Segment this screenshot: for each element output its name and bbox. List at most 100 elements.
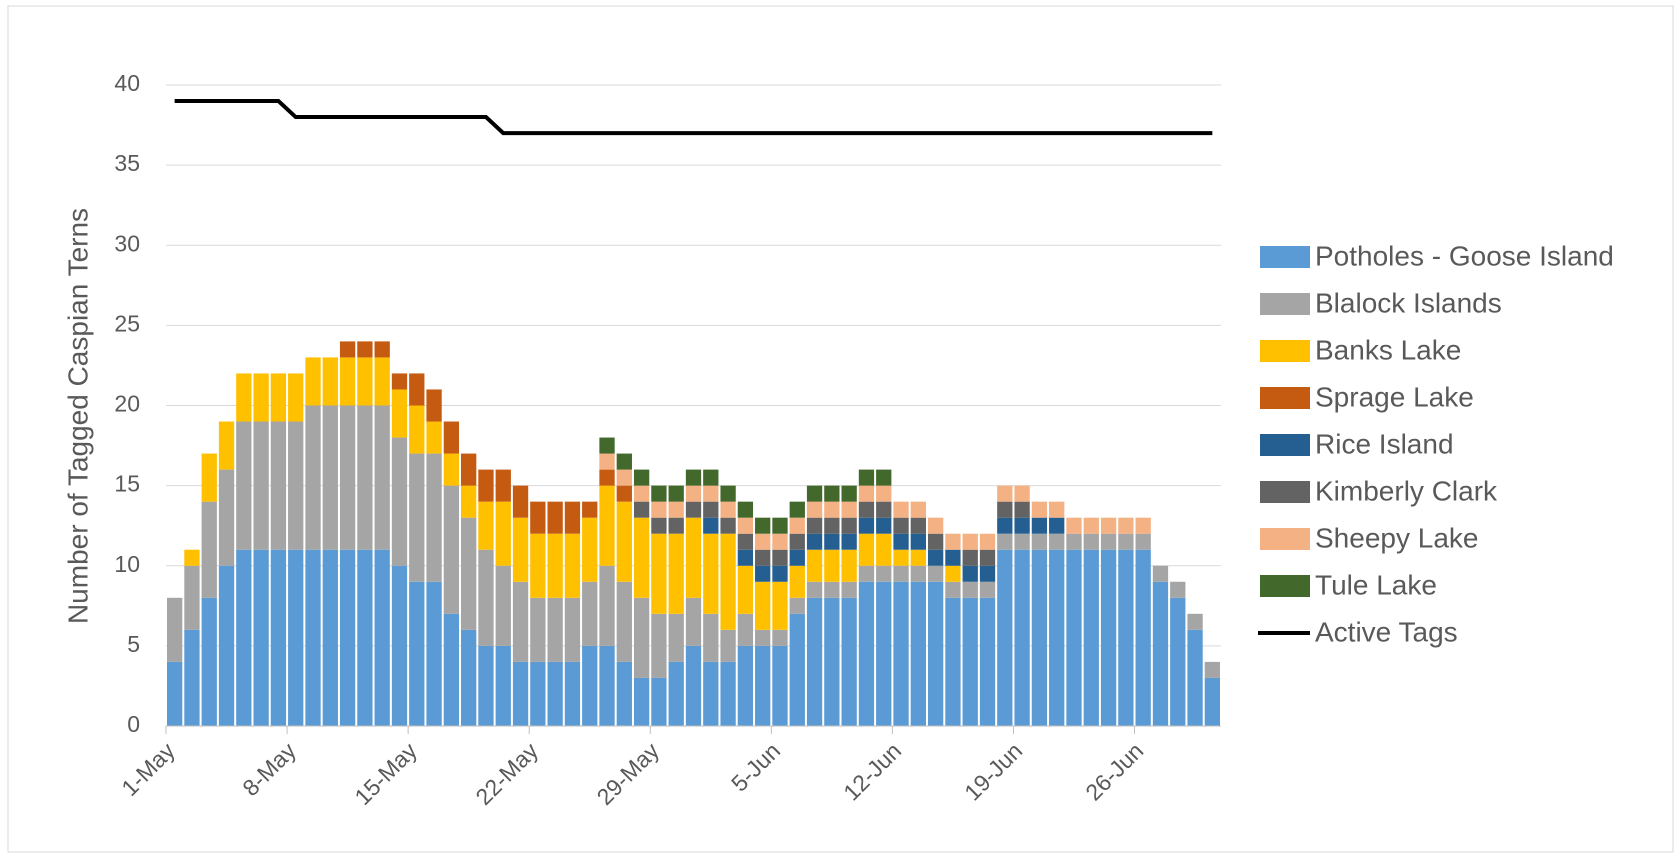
bar-segment (893, 517, 909, 534)
bar-segment (184, 565, 200, 630)
bar-segment (910, 501, 926, 518)
bar-segment (167, 597, 183, 662)
bar-segment (755, 517, 771, 534)
bar-segment (339, 405, 356, 550)
bar-segment (1083, 549, 1099, 726)
bar-segment (858, 581, 875, 726)
bar-segment (755, 581, 771, 630)
bar-segment (461, 517, 477, 630)
bar-segment (288, 421, 304, 550)
bar-segment (824, 549, 840, 582)
bar-segment (322, 357, 338, 406)
bar-segment (1118, 533, 1134, 550)
bar-segment (806, 581, 823, 598)
legend-label: Rice Island (1315, 428, 1454, 459)
bar-segment (288, 549, 304, 726)
x-tick-label: 8-May (237, 737, 301, 801)
bar-segment (512, 517, 529, 582)
bar-segment (1014, 517, 1030, 534)
bar-segment (530, 597, 546, 662)
bar-segment (858, 469, 875, 486)
bar-segment (703, 485, 719, 502)
bar-segment (772, 629, 788, 646)
bar-segment (685, 469, 702, 486)
bar-segment (876, 581, 892, 726)
bar-segment (1083, 517, 1099, 534)
bar-segment (997, 533, 1013, 550)
bar-segment (703, 533, 719, 614)
bar-segment (806, 501, 823, 518)
bar-segment (703, 613, 719, 662)
bar-segment (927, 581, 944, 726)
bar-segment (685, 501, 702, 518)
bar-segment (824, 485, 840, 502)
bar-segment (616, 501, 632, 582)
bar-segment (1118, 549, 1134, 726)
bar-segment (720, 629, 736, 662)
x-tick-label: 29-May (591, 737, 664, 810)
y-tick-label: 25 (114, 310, 140, 336)
bar-segment (633, 677, 650, 726)
x-tick-label: 5-Jun (726, 737, 785, 796)
bar-segment (218, 421, 235, 470)
bar-segment (910, 581, 926, 726)
bar-segment (841, 549, 857, 582)
bar-segment (858, 517, 875, 534)
bar-segment (374, 357, 390, 406)
bar-segment (997, 517, 1013, 534)
bar-segment (564, 597, 581, 662)
bar-segment (737, 533, 754, 550)
bar-segment (530, 661, 546, 726)
bar-segment (1014, 501, 1030, 518)
bar-segment (893, 581, 909, 726)
bar-segment (910, 565, 926, 582)
bar-segment (789, 565, 805, 598)
y-axis-title: Number of Tagged Caspian Terns (62, 208, 93, 624)
legend-label: Kimberly Clark (1315, 475, 1498, 506)
bar-segment (945, 565, 961, 582)
bar-segment (824, 581, 840, 598)
bar-segment (1031, 501, 1048, 518)
bar-segment (962, 581, 978, 598)
bar-segment (409, 405, 425, 454)
bar-segment (357, 357, 373, 406)
bar-segment (876, 565, 892, 582)
bar-segment (893, 549, 909, 566)
bar-segment (530, 501, 546, 534)
bar-segment (512, 485, 529, 518)
bar-segment (1118, 517, 1134, 534)
bar-segment (616, 453, 632, 470)
bar-segment (945, 597, 961, 726)
bar-segment (633, 597, 650, 678)
bar-segment (789, 533, 805, 550)
bar-segment (772, 549, 788, 566)
bar-segment (547, 661, 563, 726)
bar-segment (357, 405, 373, 550)
bar-segment (651, 613, 667, 678)
bar-segment (997, 501, 1013, 518)
bar-segment (720, 485, 736, 502)
y-tick-label: 30 (114, 230, 140, 256)
bar-segment (495, 645, 511, 726)
legend-swatch (1260, 246, 1310, 268)
bar-segment (236, 549, 252, 726)
legend-swatch (1260, 387, 1310, 409)
bar-segment (685, 645, 702, 726)
bar-segment (184, 629, 200, 726)
bar-segment (339, 357, 356, 406)
bar-segment (841, 501, 857, 518)
bar-segment (547, 501, 563, 534)
bar-segment (270, 421, 287, 550)
bar-segment (167, 661, 183, 726)
bar-segment (582, 517, 598, 582)
bar-segment (703, 661, 719, 726)
bar-segment (633, 485, 650, 502)
bar-segment (443, 485, 460, 614)
bar-segment (478, 501, 494, 550)
bar-segment (772, 565, 788, 582)
bar-segment (184, 549, 200, 566)
bar-segment (461, 629, 477, 726)
bar-segment (633, 469, 650, 486)
bar-segment (703, 469, 719, 486)
y-tick-label: 15 (114, 471, 140, 497)
